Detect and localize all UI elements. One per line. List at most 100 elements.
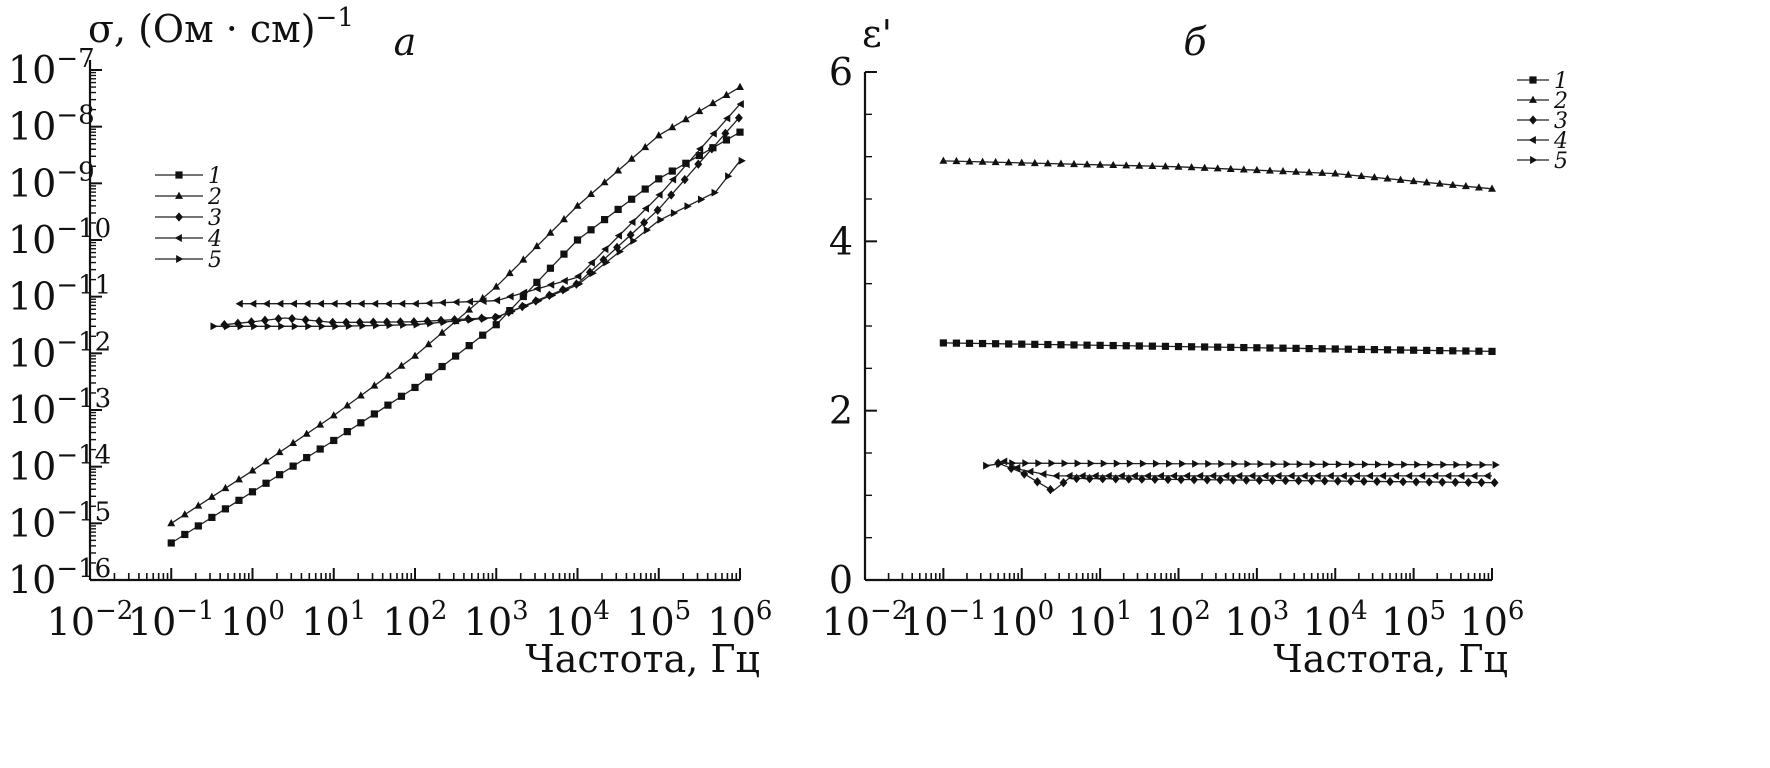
data-point	[194, 501, 203, 509]
x-tick-label: 101	[1068, 596, 1133, 644]
data-point	[1166, 459, 1174, 468]
data-point	[1200, 163, 1209, 171]
data-point	[711, 188, 719, 197]
data-point	[1440, 460, 1448, 469]
data-point	[289, 438, 298, 446]
data-point	[589, 269, 597, 278]
data-point	[207, 492, 216, 500]
data-point	[1195, 471, 1204, 480]
data-point	[1333, 476, 1342, 486]
legend-item-2: 2	[155, 185, 222, 210]
data-point	[562, 285, 570, 294]
data-point	[1143, 471, 1151, 480]
data-point	[1070, 341, 1078, 349]
data-point	[1026, 467, 1034, 476]
legend-marker	[175, 212, 183, 222]
data-point	[481, 314, 489, 323]
data-point	[1292, 167, 1301, 175]
data-point	[1414, 460, 1422, 469]
data-point	[224, 322, 232, 331]
legend-item-5: 5	[1517, 149, 1568, 174]
data-point	[614, 205, 622, 214]
data-point	[643, 226, 652, 235]
data-point	[721, 128, 730, 139]
data-point	[1373, 476, 1381, 487]
legend-label: 5	[208, 248, 222, 273]
data-point	[1339, 471, 1347, 480]
y-tick-label: 10−16	[8, 554, 111, 602]
data-point	[1150, 474, 1159, 484]
legend-marker	[176, 255, 184, 263]
y-tick-label: 10−10	[8, 214, 111, 262]
data-point	[1013, 463, 1021, 472]
data-point	[505, 268, 514, 277]
data-point	[332, 322, 340, 331]
series-2	[939, 156, 1496, 192]
data-point	[655, 175, 663, 183]
data-point	[386, 321, 394, 330]
legend-marker	[1529, 76, 1537, 84]
data-point	[1161, 342, 1170, 350]
data-point	[1326, 471, 1334, 480]
y-tick-label: 10−15	[8, 497, 111, 545]
data-point	[1009, 459, 1017, 468]
data-point	[626, 230, 635, 240]
data-point	[695, 151, 703, 160]
y-tick-label: 10−8	[8, 101, 95, 149]
data-point	[1438, 477, 1447, 487]
x-axis-title: Частота, Гц	[1273, 637, 1508, 681]
data-point	[425, 299, 433, 308]
data-point	[627, 154, 636, 162]
data-point	[1074, 459, 1082, 468]
data-point	[1072, 473, 1081, 484]
legend-item-5: 5	[155, 248, 222, 273]
data-point	[221, 505, 230, 513]
panel-letter: а	[394, 20, 417, 64]
data-point	[1161, 162, 1170, 170]
data-point	[965, 339, 974, 347]
data-point	[1035, 459, 1043, 468]
data-point	[1057, 341, 1065, 349]
data-point	[1464, 477, 1473, 488]
data-point	[1104, 471, 1112, 480]
data-point	[1399, 477, 1408, 487]
data-point	[1257, 460, 1265, 468]
data-point	[1059, 478, 1068, 488]
data-point	[1427, 460, 1435, 469]
data-point	[1396, 175, 1405, 183]
data-point	[345, 322, 354, 330]
data-point	[343, 299, 352, 308]
series-5	[210, 156, 746, 331]
data-point	[1422, 178, 1431, 186]
data-point	[1391, 471, 1400, 480]
data-point	[1274, 471, 1282, 480]
data-point	[1130, 471, 1138, 480]
data-point	[587, 226, 595, 234]
data-point	[1052, 471, 1060, 480]
data-point	[1378, 471, 1387, 480]
data-point	[465, 297, 474, 306]
data-point	[630, 236, 638, 245]
data-point	[1255, 475, 1264, 485]
data-point	[655, 190, 663, 199]
data-point	[546, 228, 555, 236]
data-point	[357, 419, 365, 427]
series-5	[983, 459, 1500, 470]
data-point	[1331, 169, 1340, 177]
data-point	[1182, 471, 1191, 480]
data-point	[707, 144, 716, 154]
series-1	[939, 339, 1496, 355]
data-point	[1357, 171, 1366, 180]
data-point	[264, 322, 272, 331]
data-point	[640, 217, 649, 228]
data-point	[305, 322, 313, 331]
data-point	[359, 321, 367, 330]
data-point	[1248, 471, 1256, 480]
data-point	[1085, 473, 1094, 484]
data-point	[316, 445, 324, 453]
data-point	[546, 264, 555, 272]
panel-b-permittivity-chart: 10−210−1 100 101 102 103 104 105 106 0 2 4 6ε' Часто…	[822, 12, 1568, 681]
data-point	[492, 321, 500, 329]
data-point	[587, 189, 596, 198]
data-point	[736, 82, 744, 90]
